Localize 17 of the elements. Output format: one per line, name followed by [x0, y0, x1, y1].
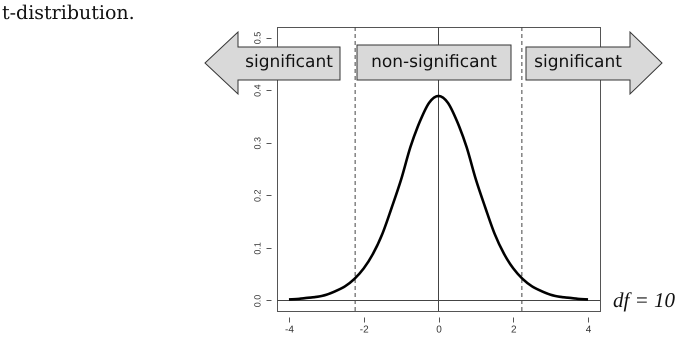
x-tick-label: 4 — [586, 324, 592, 336]
y-tick-label: 0.1 — [252, 242, 262, 255]
y-tick-label: 0.4 — [252, 84, 262, 97]
line-series — [288, 94, 590, 301]
y-tick-label: 0.0 — [252, 294, 262, 308]
y-tick-label: 0.3 — [252, 136, 262, 150]
y-tick-label: 0.2 — [252, 190, 262, 202]
text: t-distribution. — [2, 2, 135, 24]
x-tick-label: -2 — [360, 324, 370, 336]
y-tick-label: 0.5 — [252, 32, 262, 44]
annotation: non-significant — [370, 52, 498, 72]
annotation: significant — [533, 52, 623, 72]
x-tick-label: 0 — [436, 324, 442, 336]
x-tick-label: 2 — [510, 324, 517, 336]
annotation: significant — [244, 52, 334, 72]
x-tick-label: -4 — [285, 324, 294, 336]
text: df = 10 — [613, 288, 676, 313]
